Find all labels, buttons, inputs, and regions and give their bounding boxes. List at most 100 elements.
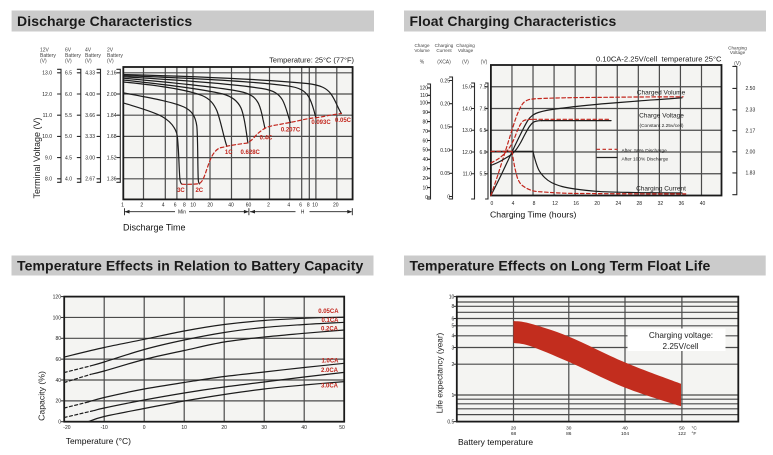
svg-text:2.50: 2.50	[746, 86, 756, 92]
svg-text:6.0: 6.0	[65, 92, 72, 98]
svg-text:(V): (V)	[85, 59, 92, 65]
svg-text:Charge: Charge	[414, 43, 430, 48]
svg-text:2: 2	[140, 203, 143, 209]
svg-text:3C: 3C	[177, 188, 185, 194]
svg-text:0.207C: 0.207C	[281, 127, 301, 133]
svg-text:4.00: 4.00	[85, 92, 95, 98]
svg-text:10: 10	[181, 425, 187, 431]
svg-text:-20: -20	[63, 425, 70, 431]
svg-text:1.84: 1.84	[107, 113, 117, 119]
svg-text:4: 4	[512, 201, 515, 207]
svg-text:6.5: 6.5	[480, 128, 487, 134]
svg-text:8.0: 8.0	[45, 177, 52, 183]
svg-text:7.0: 7.0	[480, 106, 487, 112]
svg-text:12: 12	[552, 201, 558, 207]
svg-text:0.15: 0.15	[440, 125, 450, 131]
svg-text:86: 86	[566, 431, 572, 437]
svg-text:2: 2	[452, 362, 455, 368]
svg-text:12.0: 12.0	[462, 150, 472, 156]
svg-text:(V): (V)	[40, 59, 47, 65]
svg-text:0: 0	[143, 425, 146, 431]
svg-text:Battery: Battery	[65, 53, 81, 59]
svg-text:10.0: 10.0	[42, 134, 52, 140]
svg-text:30: 30	[422, 167, 428, 173]
svg-text:14.0: 14.0	[462, 106, 472, 112]
svg-text:Voltage: Voltage	[730, 50, 746, 55]
svg-text:5: 5	[452, 324, 455, 330]
svg-text:10: 10	[449, 294, 455, 300]
svg-text:Charging: Charging	[728, 45, 747, 50]
svg-text:3.00: 3.00	[85, 155, 95, 161]
svg-text:(V): (V)	[734, 61, 741, 67]
svg-text:8: 8	[452, 304, 455, 310]
svg-text:60: 60	[55, 357, 61, 363]
svg-text:6V: 6V	[65, 48, 72, 54]
svg-text:20: 20	[511, 425, 517, 431]
svg-text:6: 6	[452, 316, 455, 322]
svg-text:Battery: Battery	[85, 53, 101, 59]
svg-text:68: 68	[511, 431, 517, 437]
svg-text:2.33: 2.33	[746, 108, 756, 114]
svg-text:12V: 12V	[40, 48, 50, 54]
svg-text:6.0: 6.0	[480, 150, 487, 156]
svg-text:3.66: 3.66	[85, 113, 95, 119]
svg-text:°F: °F	[692, 431, 697, 437]
svg-text:20: 20	[594, 201, 600, 207]
svg-text:1.36: 1.36	[107, 177, 117, 183]
svg-text:80: 80	[422, 119, 428, 125]
svg-text:40: 40	[55, 378, 61, 384]
svg-text:Charging Current: Charging Current	[636, 185, 686, 192]
svg-text:0.2CA: 0.2CA	[321, 326, 339, 332]
svg-text:1.83: 1.83	[746, 171, 756, 177]
svg-text:80: 80	[55, 336, 61, 342]
svg-text:After 100% Discharge: After 100% Discharge	[622, 156, 669, 162]
svg-text:(V): (V)	[481, 59, 488, 65]
svg-text:13.0: 13.0	[462, 128, 472, 134]
svg-text:2C: 2C	[195, 188, 203, 194]
svg-text:Min: Min	[178, 210, 186, 216]
svg-text:Float Charging Characteristics: Float Charging Characteristics	[410, 13, 617, 29]
svg-text:-10: -10	[101, 425, 108, 431]
svg-text:30: 30	[261, 425, 267, 431]
svg-text:0.05: 0.05	[440, 171, 450, 177]
svg-text:(V): (V)	[462, 59, 469, 65]
svg-text:100: 100	[53, 315, 62, 321]
svg-text:10: 10	[190, 203, 196, 209]
svg-text:7.5: 7.5	[480, 85, 487, 91]
svg-text:3: 3	[452, 345, 455, 351]
svg-text:Terminal Voltage (V): Terminal Voltage (V)	[32, 117, 42, 198]
svg-text:122: 122	[678, 431, 686, 437]
svg-text:0.628C: 0.628C	[241, 150, 261, 156]
svg-text:°C: °C	[692, 425, 698, 431]
svg-text:4.0: 4.0	[65, 177, 72, 183]
svg-text:0: 0	[425, 195, 428, 201]
svg-text:5.0: 5.0	[65, 134, 72, 140]
svg-text:Battery: Battery	[107, 53, 123, 59]
svg-text:120: 120	[420, 86, 429, 92]
svg-text:0.10CA-2.25V/cell temperature: 0.10CA-2.25V/cell temperature 25°C	[596, 54, 722, 63]
svg-text:6: 6	[174, 203, 177, 209]
svg-text:2.00: 2.00	[107, 92, 117, 98]
svg-text:Discharge Characteristics: Discharge Characteristics	[17, 13, 192, 29]
svg-text:11.0: 11.0	[43, 113, 53, 119]
svg-text:Charging Time (hours): Charging Time (hours)	[490, 210, 577, 220]
svg-text:3.33: 3.33	[85, 134, 95, 140]
svg-text:90: 90	[422, 110, 428, 116]
svg-text:0.4C: 0.4C	[260, 136, 273, 142]
svg-text:Charging: Charging	[456, 43, 475, 48]
svg-text:0.05C: 0.05C	[335, 118, 352, 124]
svg-text:13.0: 13.0	[42, 71, 52, 77]
svg-text:Current: Current	[436, 48, 452, 53]
svg-text:120: 120	[53, 294, 62, 300]
svg-text:20: 20	[422, 176, 428, 182]
svg-text:Temperature (°C): Temperature (°C)	[66, 436, 131, 446]
svg-text:8: 8	[533, 201, 536, 207]
svg-text:2.67: 2.67	[85, 177, 95, 183]
svg-text:0.5: 0.5	[447, 419, 454, 425]
svg-text:11.0: 11.0	[463, 172, 473, 178]
svg-text:(Constant 2.25v/cell): (Constant 2.25v/cell)	[640, 123, 684, 129]
svg-text:20: 20	[333, 203, 339, 209]
svg-text:2: 2	[267, 203, 270, 209]
svg-text:Charge Voltage: Charge Voltage	[639, 112, 684, 119]
svg-text:1.52: 1.52	[107, 155, 117, 161]
